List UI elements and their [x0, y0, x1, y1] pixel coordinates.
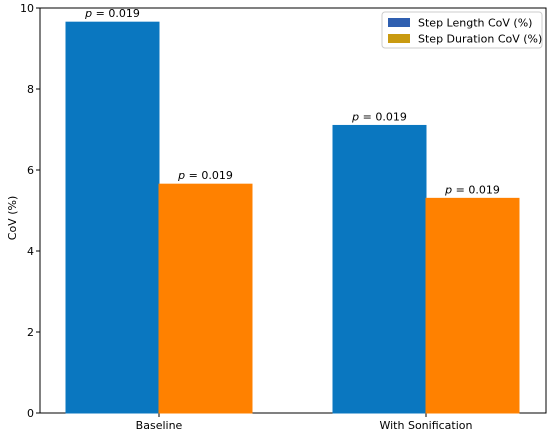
y-tick-label: 4 — [27, 245, 34, 258]
p-value-label: p = 0.019 — [177, 169, 233, 182]
p-value-label: p = 0.019 — [84, 7, 140, 20]
bar — [332, 124, 427, 414]
legend-swatch — [388, 34, 410, 43]
y-tick-label: 0 — [27, 407, 34, 420]
bars-layer — [65, 21, 520, 414]
y-tick-label: 10 — [20, 2, 34, 15]
labels-layer: p = 0.019 p = 0.019 p = 0.019 p = 0.019 — [84, 7, 500, 196]
legend-box — [381, 11, 543, 49]
y-tick-label: 8 — [27, 83, 34, 96]
p-value-label: p = 0.019 — [351, 110, 407, 123]
axes-layer: 0 2 4 6 8 10 Baseline With Sonification — [20, 2, 547, 432]
x-tick-label: Baseline — [136, 419, 183, 432]
legend: Step Length CoV (%) Step Duration CoV (%) — [381, 11, 543, 49]
y-tick-label: 6 — [27, 164, 34, 177]
bar — [425, 197, 520, 414]
bar — [65, 21, 160, 414]
legend-label: Step Duration CoV (%) — [418, 33, 542, 46]
x-tick-label: With Sonification — [379, 419, 472, 432]
p-value-label: p = 0.019 — [444, 183, 500, 196]
y-axis-label: CoV (%) — [6, 196, 19, 240]
y-tick-label: 2 — [27, 326, 34, 339]
bar — [158, 183, 253, 414]
plot-frame — [39, 7, 547, 414]
legend-swatch — [388, 18, 410, 27]
legend-label: Step Length CoV (%) — [418, 17, 532, 30]
